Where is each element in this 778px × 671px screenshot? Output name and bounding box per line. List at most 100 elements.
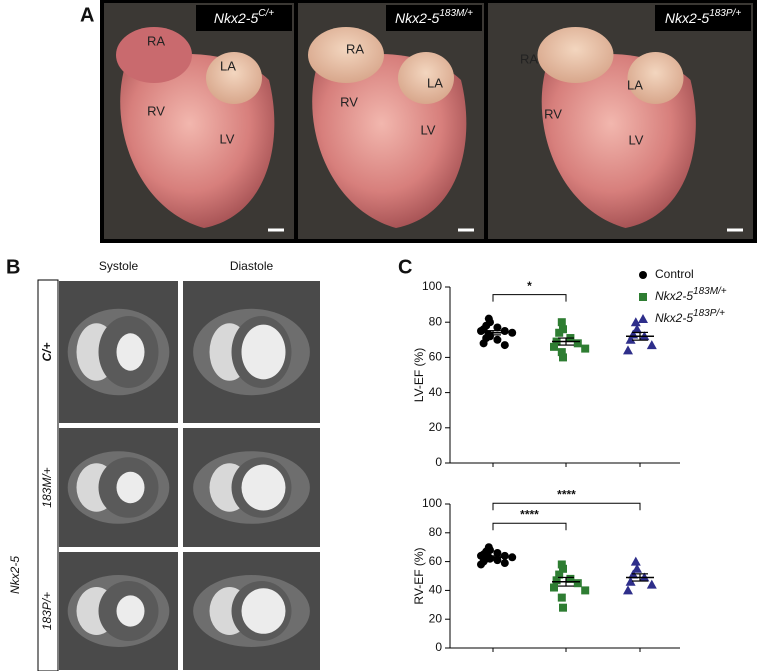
mri-lv (241, 464, 286, 511)
atrium (116, 27, 192, 83)
significance-label: * (527, 279, 532, 293)
row-strip (37, 279, 59, 671)
significance-label: **** (520, 507, 539, 521)
mri-lv (116, 595, 145, 627)
data-point (508, 553, 517, 562)
data-point (623, 585, 633, 595)
row-label: C/+ (40, 342, 54, 361)
chamber-label: RA (520, 51, 538, 66)
data-point (552, 576, 561, 585)
mri-lv (241, 588, 286, 634)
y-tick-label: 100 (422, 496, 442, 510)
panel-label: C (398, 256, 412, 278)
column-header: Diastole (230, 259, 274, 273)
y-tick-label: 100 (422, 279, 442, 293)
mri-lv (116, 333, 145, 371)
y-tick-label: 60 (429, 554, 443, 568)
row-title: Nkx2-5 (8, 556, 22, 594)
data-point (630, 556, 641, 566)
genotype-box (196, 5, 292, 31)
data-point (557, 593, 566, 602)
chamber-label: LA (220, 58, 236, 73)
chamber-label: RA (346, 41, 364, 56)
y-tick-label: 80 (429, 525, 443, 539)
chamber-label: RV (340, 94, 358, 109)
data-point (550, 342, 558, 351)
atrium (308, 27, 384, 83)
column-header: Systole (99, 259, 139, 273)
chamber-label: RA (147, 33, 165, 48)
genotype-label: Nkx2-5183M/+ (395, 8, 473, 26)
text-part: Nkx2-5 (214, 10, 259, 26)
data-point (550, 583, 558, 592)
mri-lv (116, 471, 145, 504)
text-part: Nkx2-5 (665, 10, 710, 26)
significance-bracket (492, 294, 567, 302)
data-point (630, 317, 641, 327)
data-point (559, 603, 567, 612)
data-point (500, 327, 509, 335)
data-point (625, 334, 636, 344)
mri-lv (241, 324, 286, 380)
data-point (632, 563, 642, 573)
data-point (555, 328, 564, 337)
chamber-label: LV (629, 132, 644, 147)
data-point (557, 348, 566, 357)
data-point (646, 579, 657, 589)
superscript: 183M/+ (439, 8, 473, 19)
chamber-label: LV (220, 131, 235, 146)
data-point (477, 327, 485, 335)
chamber-label: LA (427, 75, 443, 90)
data-point (508, 328, 517, 337)
data-point (573, 579, 582, 588)
y-axis-label: LV-EF (%) (412, 348, 426, 402)
chamber-label: LV (421, 122, 436, 137)
genotype-box (386, 5, 482, 31)
y-tick-label: 0 (435, 640, 442, 654)
panel-label: A (80, 4, 94, 26)
data-point (500, 341, 509, 350)
legend-label: Nkx2-5183M/+ (655, 286, 727, 303)
data-point (555, 570, 564, 579)
y-tick-label: 20 (429, 611, 443, 625)
superscript: C/+ (258, 8, 274, 19)
legend-marker (638, 314, 648, 323)
y-tick-label: 80 (429, 314, 443, 328)
genotype-label: Nkx2-5C/+ (214, 8, 274, 26)
data-point (493, 335, 502, 344)
data-point (479, 339, 488, 348)
atrium (206, 52, 262, 104)
data-point (625, 576, 636, 586)
chamber-label: LA (627, 77, 643, 92)
text-part: Nkx2-5 (395, 10, 440, 26)
data-point (581, 344, 590, 353)
atrium (537, 27, 614, 83)
significance-bracket (492, 522, 567, 531)
data-point (477, 560, 485, 569)
significance-label: **** (557, 487, 576, 501)
data-point (493, 548, 502, 557)
atrium (627, 52, 684, 104)
y-tick-label: 20 (429, 420, 443, 434)
text-part: Nkx2-5 (655, 311, 693, 325)
genotype-box (655, 5, 751, 31)
data-point (500, 559, 509, 568)
data-point (557, 318, 566, 327)
y-tick-label: 0 (435, 455, 442, 469)
data-point (559, 564, 567, 573)
data-point (557, 560, 566, 569)
data-point (581, 586, 590, 595)
legend-label: Nkx2-5183P/+ (655, 308, 725, 325)
genotype-label: Nkx2-5183P/+ (665, 8, 741, 26)
y-tick-label: 40 (429, 583, 443, 597)
y-axis-label: RV-EF (%) (412, 547, 426, 604)
chamber-label: RV (544, 106, 562, 121)
chamber-label: RV (147, 103, 165, 118)
atrium (398, 52, 454, 104)
superscript: 183P/+ (693, 308, 725, 319)
data-point (500, 551, 509, 560)
data-point (646, 340, 657, 350)
data-point (566, 574, 575, 583)
y-tick-label: 40 (429, 385, 443, 399)
